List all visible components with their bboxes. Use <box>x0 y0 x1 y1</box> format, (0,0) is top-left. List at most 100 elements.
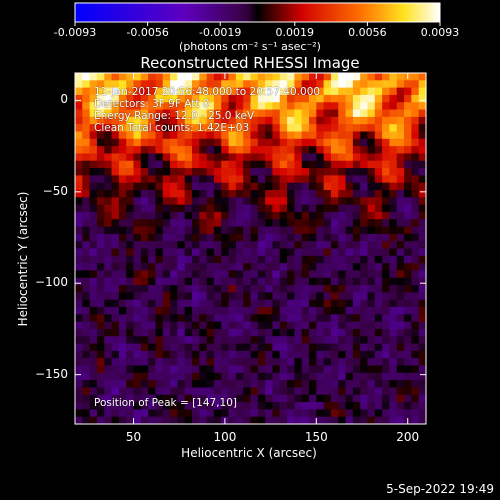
image-pixel <box>82 204 91 213</box>
image-pixel <box>352 292 361 301</box>
image-pixel <box>177 109 186 118</box>
image-pixel <box>411 116 420 125</box>
image-pixel <box>309 292 317 301</box>
image-pixel <box>75 153 83 162</box>
image-pixel <box>265 73 274 81</box>
image-pixel <box>96 80 105 89</box>
image-pixel <box>104 270 113 279</box>
image-pixel <box>338 211 347 220</box>
image-pixel <box>235 372 244 381</box>
image-pixel <box>389 87 398 96</box>
image-pixel <box>140 409 149 418</box>
image-pixel <box>338 270 347 279</box>
image-pixel <box>257 87 266 96</box>
image-pixel <box>177 182 186 191</box>
image-pixel <box>389 343 398 352</box>
image-pixel <box>330 94 339 103</box>
image-pixel <box>352 416 361 425</box>
image-pixel <box>206 182 215 191</box>
image-pixel <box>75 336 83 345</box>
image-pixel <box>345 153 354 162</box>
image-pixel <box>367 73 376 81</box>
image-pixel <box>330 336 339 345</box>
image-pixel <box>374 204 383 213</box>
image-pixel <box>382 197 391 206</box>
image-pixel <box>235 116 244 125</box>
image-pixel <box>235 124 244 133</box>
image-pixel <box>206 168 215 176</box>
image-pixel <box>330 131 339 140</box>
image-pixel <box>338 153 347 162</box>
image-pixel <box>389 80 398 89</box>
image-pixel <box>389 365 398 374</box>
image-pixel <box>287 160 295 169</box>
image-pixel <box>301 182 310 191</box>
image-pixel <box>155 233 164 242</box>
image-pixel <box>140 211 149 220</box>
image-pixel <box>89 416 98 425</box>
image-pixel <box>126 380 135 389</box>
image-pixel <box>330 416 339 425</box>
image-pixel <box>170 146 178 155</box>
image-pixel <box>140 153 149 162</box>
image-pixel <box>206 387 215 396</box>
image-pixel <box>96 387 105 396</box>
image-pixel <box>206 263 215 272</box>
image-pixel <box>170 402 178 410</box>
image-pixel <box>82 292 91 301</box>
image-pixel <box>272 241 281 250</box>
image-pixel <box>228 314 237 323</box>
image-pixel <box>418 233 427 242</box>
image-pixel <box>206 416 215 425</box>
image-pixel <box>265 182 274 191</box>
image-pixel <box>192 73 200 81</box>
image-pixel <box>330 409 339 418</box>
image-pixel <box>309 321 317 330</box>
image-pixel <box>309 182 317 191</box>
image-pixel <box>111 226 120 235</box>
image-pixel <box>184 233 193 242</box>
image-pixel <box>404 175 412 184</box>
image-pixel <box>235 394 244 403</box>
image-pixel <box>96 190 105 198</box>
image-pixel <box>323 138 332 147</box>
image-pixel <box>162 416 171 425</box>
image-pixel <box>265 314 274 323</box>
image-pixel <box>287 124 295 133</box>
image-pixel <box>316 233 325 242</box>
image-pixel <box>162 182 171 191</box>
image-pixel <box>396 241 405 250</box>
image-pixel <box>162 372 171 381</box>
image-pixel <box>382 402 391 410</box>
image-pixel <box>177 233 186 242</box>
image-pixel <box>235 409 244 418</box>
image-pixel <box>352 358 361 367</box>
image-pixel <box>309 190 317 198</box>
image-pixel <box>272 204 281 213</box>
image-pixel <box>338 277 347 286</box>
image-pixel <box>170 109 178 118</box>
image-pixel <box>272 394 281 403</box>
image-pixel <box>192 255 200 264</box>
image-pixel <box>257 321 266 330</box>
image-pixel <box>199 380 208 389</box>
image-pixel <box>206 87 215 96</box>
image-pixel <box>411 314 420 323</box>
image-pixel <box>82 160 91 169</box>
image-pixel <box>250 343 259 352</box>
image-pixel <box>148 409 157 418</box>
image-pixel <box>323 94 332 103</box>
image-pixel <box>330 116 339 125</box>
image-pixel <box>352 372 361 381</box>
image-pixel <box>111 248 120 257</box>
image-pixel <box>396 416 405 425</box>
image-pixel <box>352 153 361 162</box>
image-pixel <box>89 204 98 213</box>
image-pixel <box>404 233 412 242</box>
image-pixel <box>367 138 376 147</box>
image-pixel <box>257 73 266 81</box>
image-pixel <box>140 124 149 133</box>
image-pixel <box>235 102 244 111</box>
image-pixel <box>75 343 83 352</box>
image-pixel <box>257 146 266 155</box>
